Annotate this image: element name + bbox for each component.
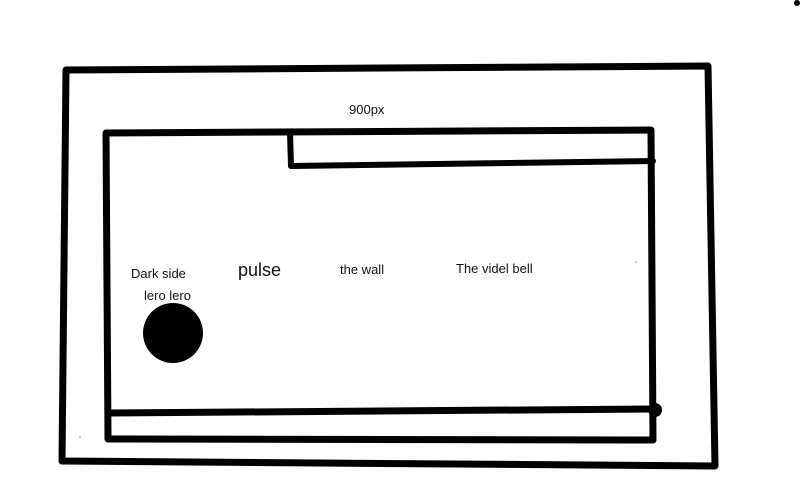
footer-bar-knob xyxy=(648,403,662,417)
label-dark-side: Dark side xyxy=(131,266,186,281)
label-lero-lero: lero lero xyxy=(144,288,191,303)
speck xyxy=(635,261,637,263)
label-the-wall: the wall xyxy=(340,262,385,277)
black-circle xyxy=(143,303,203,363)
outer-frame xyxy=(58,62,719,470)
footer-bar xyxy=(106,405,657,417)
inner-container xyxy=(102,126,657,444)
label-pulse: pulse xyxy=(238,260,282,280)
speck xyxy=(79,436,81,438)
label-videl-bell: The videl bell xyxy=(456,261,533,276)
header-strip xyxy=(287,130,656,169)
stray-dot xyxy=(794,0,800,6)
width-annotation: 900px xyxy=(349,102,385,117)
